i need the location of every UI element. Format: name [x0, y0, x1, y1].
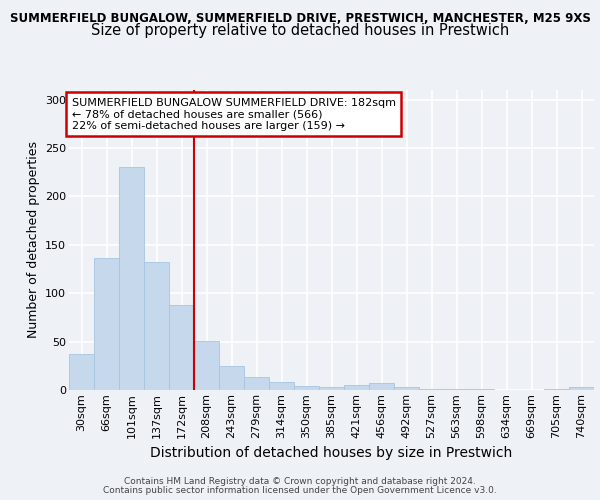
- Bar: [344, 385, 369, 390]
- Text: SUMMERFIELD BUNGALOW SUMMERFIELD DRIVE: 182sqm
← 78% of detached houses are smal: SUMMERFIELD BUNGALOW SUMMERFIELD DRIVE: …: [71, 98, 395, 130]
- Bar: [269, 382, 294, 390]
- Bar: [244, 378, 269, 390]
- Bar: [319, 387, 344, 390]
- Text: SUMMERFIELD BUNGALOW, SUMMERFIELD DRIVE, PRESTWICH, MANCHESTER, M25 9XS: SUMMERFIELD BUNGALOW, SUMMERFIELD DRIVE,…: [10, 12, 590, 26]
- Bar: [94, 258, 119, 390]
- Bar: [444, 389, 469, 390]
- Text: Contains HM Land Registry data © Crown copyright and database right 2024.: Contains HM Land Registry data © Crown c…: [124, 477, 476, 486]
- Bar: [469, 389, 494, 390]
- Y-axis label: Number of detached properties: Number of detached properties: [26, 142, 40, 338]
- Bar: [544, 389, 569, 390]
- X-axis label: Distribution of detached houses by size in Prestwich: Distribution of detached houses by size …: [151, 446, 512, 460]
- Bar: [294, 386, 319, 390]
- Bar: [219, 366, 244, 390]
- Bar: [144, 262, 169, 390]
- Bar: [169, 305, 194, 390]
- Text: Contains public sector information licensed under the Open Government Licence v3: Contains public sector information licen…: [103, 486, 497, 495]
- Bar: [369, 383, 394, 390]
- Bar: [194, 340, 219, 390]
- Bar: [119, 168, 144, 390]
- Bar: [69, 354, 94, 390]
- Bar: [569, 387, 594, 390]
- Bar: [419, 389, 444, 390]
- Bar: [394, 387, 419, 390]
- Text: Size of property relative to detached houses in Prestwich: Size of property relative to detached ho…: [91, 22, 509, 38]
